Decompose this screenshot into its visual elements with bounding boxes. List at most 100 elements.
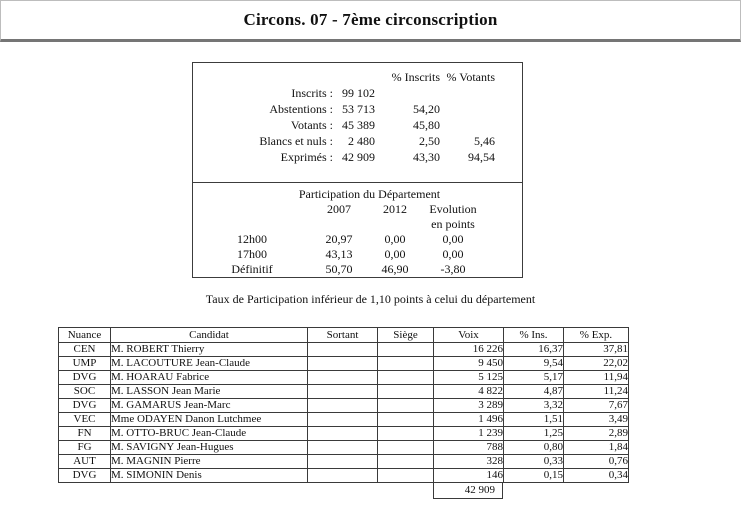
participation-time: 17h00 xyxy=(237,247,267,261)
stat-value: 45 389 xyxy=(342,118,375,132)
stat-pct-inscrits: 45,80 xyxy=(413,118,440,132)
cell-candidat: M. HOARAU Fabrice xyxy=(110,370,308,385)
cell-voix: 9 450 xyxy=(433,356,504,371)
cell-pct-exp: 22,02 xyxy=(563,356,629,371)
cell-pct-exp: 0,34 xyxy=(563,468,629,483)
cell-nuance: UMP xyxy=(58,356,111,371)
col-header-candidat: Candidat xyxy=(110,327,308,343)
cell-candidat: M. LASSON Jean Marie xyxy=(110,384,308,399)
cell-siege xyxy=(377,398,434,413)
cell-nuance: AUT xyxy=(58,454,111,469)
empty-cell xyxy=(193,202,311,217)
stat-pct-inscrits: 43,30 xyxy=(413,150,440,164)
participation-row-definitif: Définitif 50,70 46,90 -3,80 xyxy=(193,262,522,277)
col-header-pct-ins: % Ins. xyxy=(503,327,564,343)
stat-pct-votants: 5,46 xyxy=(474,134,495,148)
cell-sortant xyxy=(307,342,378,357)
cell-siege xyxy=(377,468,434,483)
participation-header-row: 2007 2012 Evolution xyxy=(193,202,522,217)
stat-pct-inscrits xyxy=(375,85,440,101)
cell-candidat: M. OTTO-BRUC Jean-Claude xyxy=(110,426,308,441)
cell-siege xyxy=(377,370,434,385)
empty-cell xyxy=(333,69,375,85)
cell-sortant xyxy=(307,412,378,427)
cell-nuance: DVG xyxy=(58,370,111,385)
summary-row-blancs-nuls: Blancs et nuls : 2 480 2,50 5,46 xyxy=(193,133,522,149)
cell-voix: 788 xyxy=(433,440,504,455)
cell-sortant xyxy=(307,356,378,371)
cell-sortant xyxy=(307,370,378,385)
col-header-evolution-units: en points xyxy=(431,217,475,231)
stat-label: Blancs et nuls : xyxy=(259,134,333,148)
cell-sortant xyxy=(307,440,378,455)
cell-pct-exp: 2,89 xyxy=(563,426,629,441)
cell-pct-exp: 0,76 xyxy=(563,454,629,469)
participation-section: Participation du Département 2007 2012 E… xyxy=(193,184,522,277)
cell-nuance: CEN xyxy=(58,342,111,357)
candidate-row: DVG M. HOARAU Fabrice 5 125 5,17 11,94 xyxy=(58,370,629,385)
results-header-row: Nuance Candidat Sortant Siège Voix % Ins… xyxy=(58,327,629,343)
cell-pct-ins: 1,25 xyxy=(503,426,564,441)
section-divider xyxy=(193,182,522,183)
turnout-summary-table: % Inscrits % Votants Inscrits : 99 102 A… xyxy=(193,69,522,165)
stat-pct-votants: 94,54 xyxy=(468,150,495,164)
participation-time: Définitif xyxy=(231,262,273,276)
col-header-voix: Voix xyxy=(433,327,504,343)
col-header-2012: 2012 xyxy=(383,202,407,216)
title-bar: Circons. 07 - 7ème circonscription xyxy=(0,0,741,42)
stat-value: 2 480 xyxy=(348,134,375,148)
col-header-sortant: Sortant xyxy=(307,327,378,343)
results-section: Nuance Candidat Sortant Siège Voix % Ins… xyxy=(58,327,629,499)
participation-title: Participation du Département xyxy=(298,187,441,201)
col-header-pct-exp: % Exp. xyxy=(563,327,629,343)
cell-siege xyxy=(377,384,434,399)
cell-pct-ins: 1,51 xyxy=(503,412,564,427)
cell-voix: 1 496 xyxy=(433,412,504,427)
summary-row-votants: Votants : 45 389 45,80 xyxy=(193,117,522,133)
cell-siege xyxy=(377,356,434,371)
cell-nuance: SOC xyxy=(58,384,111,399)
cell-candidat: M. GAMARUS Jean-Marc xyxy=(110,398,308,413)
stat-pct-votants xyxy=(440,85,495,101)
cell-candidat: M. LACOUTURE Jean-Claude xyxy=(110,356,308,371)
cell-nuance: FG xyxy=(58,440,111,455)
empty-cell xyxy=(193,69,333,85)
stat-value: 99 102 xyxy=(342,86,375,100)
cell-pct-exp: 3,49 xyxy=(563,412,629,427)
results-table: Nuance Candidat Sortant Siège Voix % Ins… xyxy=(58,327,629,483)
summary-row-exprimes: Exprimés : 42 909 43,30 94,54 xyxy=(193,149,522,165)
empty-cell xyxy=(193,217,311,232)
cell-sortant xyxy=(307,426,378,441)
candidate-row: VEC Mme ODAYEN Danon Lutchmee 1 496 1,51… xyxy=(58,412,629,427)
cell-siege xyxy=(377,454,434,469)
candidate-row: CEN M. ROBERT Thierry 16 226 16,37 37,81 xyxy=(58,342,629,357)
participation-evolution: 0,00 xyxy=(442,232,464,246)
participation-time: 12h00 xyxy=(237,232,267,246)
summary-row-inscrits: Inscrits : 99 102 xyxy=(193,85,522,101)
cell-candidat: M. SIMONIN Denis xyxy=(110,468,308,483)
participation-row-12h00: 12h00 20,97 0,00 0,00 xyxy=(193,232,522,247)
stat-value: 53 713 xyxy=(342,102,375,116)
cell-candidat: M. MAGNIN Pierre xyxy=(110,454,308,469)
cell-pct-ins: 3,32 xyxy=(503,398,564,413)
cell-pct-exp: 37,81 xyxy=(563,342,629,357)
candidate-row: DVG M. SIMONIN Denis 146 0,15 0,34 xyxy=(58,468,629,483)
cell-voix: 16 226 xyxy=(433,342,504,357)
cell-pct-ins: 0,33 xyxy=(503,454,564,469)
cell-candidat: M. SAVIGNY Jean-Hugues xyxy=(110,440,308,455)
col-header-siege: Siège xyxy=(377,327,434,343)
summary-row-abstentions: Abstentions : 53 713 54,20 xyxy=(193,101,522,117)
stat-pct-inscrits: 2,50 xyxy=(419,134,440,148)
participation-evolution: 0,00 xyxy=(442,247,464,261)
cell-pct-exp: 1,84 xyxy=(563,440,629,455)
cell-pct-exp: 7,67 xyxy=(563,398,629,413)
cell-nuance: DVG xyxy=(58,468,111,483)
stat-label: Votants : xyxy=(290,118,333,132)
participation-2007: 50,70 xyxy=(325,262,353,276)
col-header-pct-votants: % Votants xyxy=(446,70,495,84)
cell-voix: 146 xyxy=(433,468,504,483)
col-header-2007: 2007 xyxy=(327,202,351,216)
stats-box: % Inscrits % Votants Inscrits : 99 102 A… xyxy=(192,62,523,278)
participation-2012: 0,00 xyxy=(384,232,406,246)
cell-sortant xyxy=(307,454,378,469)
